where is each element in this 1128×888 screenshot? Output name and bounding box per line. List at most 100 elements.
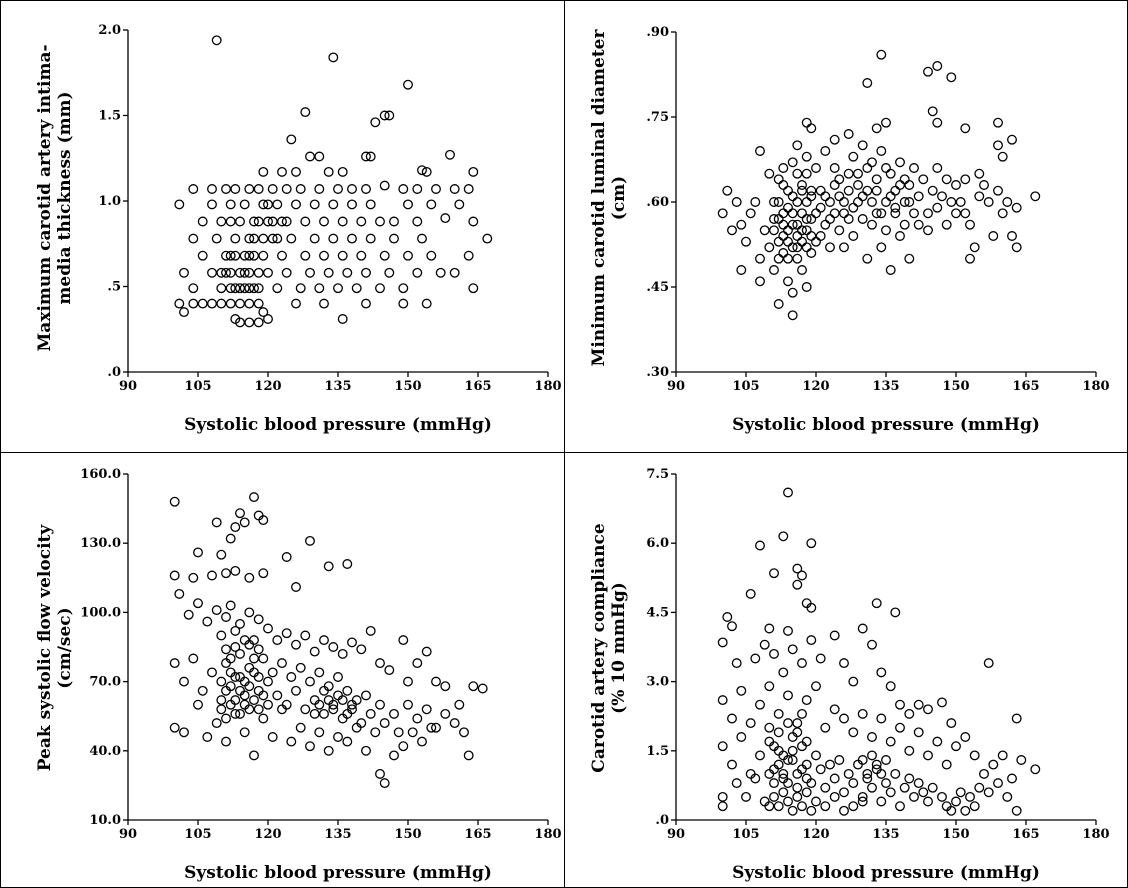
data-point [951, 208, 961, 219]
data-point [342, 708, 353, 719]
y-tick-label: .60 [646, 195, 669, 210]
data-point [815, 231, 826, 241]
data-point [211, 35, 222, 46]
y-tick-label: .0 [655, 813, 669, 828]
data-point [927, 106, 938, 117]
data-point [244, 639, 255, 650]
data-point [239, 517, 250, 528]
data-point [281, 184, 292, 194]
data-point [239, 199, 250, 210]
data-point [848, 231, 859, 241]
data-point [347, 184, 357, 194]
data-point [235, 708, 245, 719]
data-point [797, 208, 807, 219]
x-tick-label: 180 [1082, 379, 1109, 394]
data-point [169, 496, 180, 507]
data-point [277, 704, 287, 715]
data-point [319, 216, 329, 227]
data-point [305, 741, 315, 752]
x-tick-label: 150 [394, 827, 421, 842]
data-point [769, 648, 779, 659]
data-point [937, 791, 947, 802]
data-point [253, 614, 264, 625]
data-point [825, 197, 835, 207]
data-point [272, 283, 283, 294]
data-point [811, 236, 821, 247]
data-point [179, 676, 189, 687]
data-point [862, 773, 873, 784]
data-point [244, 317, 255, 328]
data-point [267, 233, 278, 244]
data-point [764, 722, 775, 733]
data-point [398, 741, 409, 752]
data-point [755, 253, 765, 264]
data-point [946, 197, 957, 207]
data-point [834, 191, 845, 202]
data-point [356, 644, 367, 655]
data-point [885, 681, 896, 692]
chart-panel-imt: Maximum carotid artery intima- media thi… [35, 23, 562, 435]
data-point [179, 267, 189, 278]
data-point [239, 690, 250, 701]
data-point [230, 250, 241, 261]
data-point [787, 755, 798, 765]
data-point [221, 250, 231, 261]
y-tick-label: 10.0 [89, 813, 121, 828]
data-point [806, 805, 817, 816]
data-point [876, 146, 887, 156]
data-point [421, 166, 432, 177]
data-point [216, 298, 227, 309]
data-point [839, 208, 849, 219]
data-point [305, 676, 315, 687]
data-point [876, 713, 887, 724]
data-point [1011, 202, 1022, 213]
data-point [797, 764, 807, 775]
data-point [932, 736, 943, 747]
data-point [216, 549, 227, 560]
y-tick-label: 70.0 [89, 675, 121, 690]
data-point [221, 736, 231, 747]
data-point [736, 219, 747, 230]
data-point [1030, 764, 1041, 775]
data-point [843, 168, 854, 179]
data-point [440, 708, 451, 719]
data-point [342, 736, 353, 747]
data-point [314, 699, 325, 710]
data-point [885, 736, 896, 747]
data-point [314, 727, 325, 738]
data-point [333, 184, 343, 194]
data-point [792, 782, 803, 793]
data-point [787, 310, 798, 321]
data-point [225, 199, 236, 210]
data-point [398, 298, 409, 309]
data-point [881, 163, 891, 173]
y-tick-label: 100.0 [80, 605, 121, 620]
data-point [319, 635, 329, 646]
plot-area: .0 1.5 3.0 4.5 6.0 7.5 90 105 120 135 150 165 180 [646, 467, 1109, 842]
data-point [174, 199, 185, 210]
x-tick-label: 135 [324, 379, 351, 394]
x-tick-label: 90 [119, 379, 137, 394]
data-point [890, 768, 901, 779]
data-point [801, 282, 812, 292]
data-point [857, 791, 868, 802]
data-point [412, 267, 423, 278]
x-tick-label: 150 [942, 827, 969, 842]
data-point [885, 787, 896, 798]
data-point [993, 778, 1003, 789]
data-point [717, 208, 728, 219]
data-point [867, 157, 877, 168]
data-point [741, 791, 751, 802]
data-point [993, 140, 1003, 151]
data-point [197, 298, 208, 309]
data-point [291, 298, 301, 309]
data-point [783, 236, 793, 247]
y-tick-label: 7.5 [646, 467, 669, 482]
data-point [440, 681, 451, 692]
data-point [806, 214, 817, 224]
y-tick-label: .75 [646, 110, 669, 125]
data-point [778, 163, 789, 173]
data-point [806, 123, 817, 134]
data-point [923, 704, 933, 715]
